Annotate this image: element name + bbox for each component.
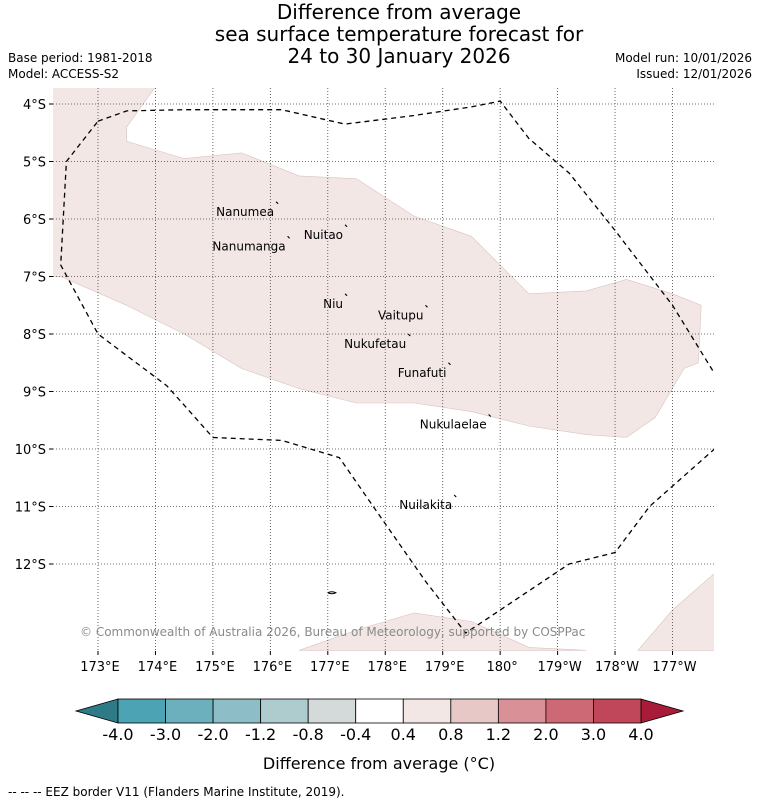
lon-tick-label: 177°W	[652, 660, 696, 675]
island-marker	[344, 293, 348, 297]
colorbar: -4.0 -3.0 -2.0 -1.2 -0.8 -0.4 0.4 0.8 1.2 2.0 3.0 4…	[74, 698, 685, 744]
base-period: Base period: 1981-2018	[8, 51, 153, 65]
colorbar-swatch	[260, 698, 309, 724]
island-label: Nanumea	[216, 205, 274, 219]
island-marker	[275, 201, 279, 205]
colorbar-swatch	[402, 698, 452, 724]
colorbar-label: Difference from average (°C)	[263, 754, 495, 773]
eez-border-line	[60, 100, 714, 634]
lon-tick-label: 180°	[486, 660, 517, 675]
colorbar-tick-label: -0.8	[293, 725, 324, 744]
lon-tick-label: 178°E	[367, 660, 407, 675]
island-marker	[344, 224, 348, 228]
colorbar-tick-label: -0.4	[340, 725, 371, 744]
island-label: Nukulaelae	[420, 418, 487, 432]
colorbar-swatch	[593, 698, 642, 724]
issued-date: Issued: 12/01/2026	[636, 67, 752, 81]
lat-tick-label: 10°S	[15, 443, 46, 458]
colorbar-swatch	[545, 698, 594, 724]
colorbar-swatch	[165, 698, 214, 724]
colorbar-tick-label: 0.4	[391, 725, 416, 744]
lon-tick-label: 179°W	[538, 660, 582, 675]
island-label: Vaitupu	[378, 308, 424, 322]
island-label: Niu	[323, 297, 343, 311]
title-line-1: Difference from average	[276, 0, 522, 24]
colorbar-tick-label: 1.2	[486, 725, 511, 744]
lat-tick-label: 6°S	[23, 213, 46, 228]
lat-tick-label: 5°S	[23, 156, 46, 171]
island-label: Nuitao	[304, 228, 343, 242]
island-marker	[425, 304, 428, 308]
map-body: Nanumea Nuitao Nanumanga Niu Vaitupu Nukufeta…	[15, 88, 714, 675]
lat-tick-label: 8°S	[23, 328, 46, 343]
colorbar-tick-label: -2.0	[197, 725, 228, 744]
colorbar-tick-label: 4.0	[628, 725, 653, 744]
island-marker	[448, 362, 451, 366]
colorbar-swatch	[355, 698, 404, 724]
title-line-3: 24 to 30 January 2026	[287, 44, 511, 68]
lat-tick-label: 7°S	[23, 271, 46, 286]
colorbar-tick-label: 3.0	[581, 725, 606, 744]
lon-tick-label: 173°E	[80, 660, 120, 675]
lon-tick-label: 177°E	[310, 660, 350, 675]
title-line-2: sea surface temperature forecast for	[214, 22, 584, 46]
island-marker	[407, 333, 411, 337]
colorbar-over-arrow	[640, 698, 685, 724]
colorbar-under-arrow	[74, 698, 119, 724]
reef-marker	[327, 591, 337, 595]
eez-legend: -- -- -- EEZ border V11 (Flanders Marine…	[8, 785, 345, 799]
colorbar-swatch	[450, 698, 499, 724]
map-plot-area: Nanumea Nuitao Nanumanga Niu Vaitupu Nukufeta…	[53, 88, 714, 651]
lat-tick-label: 4°S	[23, 98, 46, 113]
lon-tick-label: 174°E	[138, 660, 178, 675]
anomaly-region-main	[53, 88, 702, 438]
lat-tick-label: 12°S	[15, 558, 46, 573]
copyright-credit: © Commonwealth of Australia 2026, Bureau…	[80, 625, 585, 639]
island-marker	[287, 235, 291, 239]
colorbar-swatch	[307, 698, 357, 724]
lon-tick-label: 179°E	[425, 660, 465, 675]
colorbar-tick-label: -1.2	[245, 725, 276, 744]
colorbar-tick-label: 0.8	[438, 725, 463, 744]
colorbar-tick-label: -3.0	[150, 725, 181, 744]
model-run: Model run: 10/01/2026	[614, 51, 752, 65]
colorbar-swatch	[497, 698, 547, 724]
colorbar-tick-label: -4.0	[102, 725, 133, 744]
lon-tick-label: 178°W	[595, 660, 639, 675]
island-label: Nuilakita	[399, 498, 452, 512]
lat-tick-label: 9°S	[23, 386, 46, 401]
lat-tick-label: 11°S	[15, 501, 46, 516]
model-name: Model: ACCESS-S2	[8, 67, 120, 81]
anomaly-region-corner	[637, 573, 714, 651]
island-marker	[488, 414, 492, 417]
island-label: Funafuti	[398, 366, 447, 380]
island-marker	[453, 494, 457, 498]
island-label: Nukufetau	[344, 337, 406, 351]
lon-tick-label: 175°E	[195, 660, 235, 675]
colorbar-swatch	[212, 698, 262, 724]
colorbar-tick-label: 2.0	[533, 725, 558, 744]
colorbar-swatch	[117, 698, 166, 724]
lon-tick-label: 176°E	[253, 660, 293, 675]
island-label: Nanumanga	[212, 239, 285, 253]
